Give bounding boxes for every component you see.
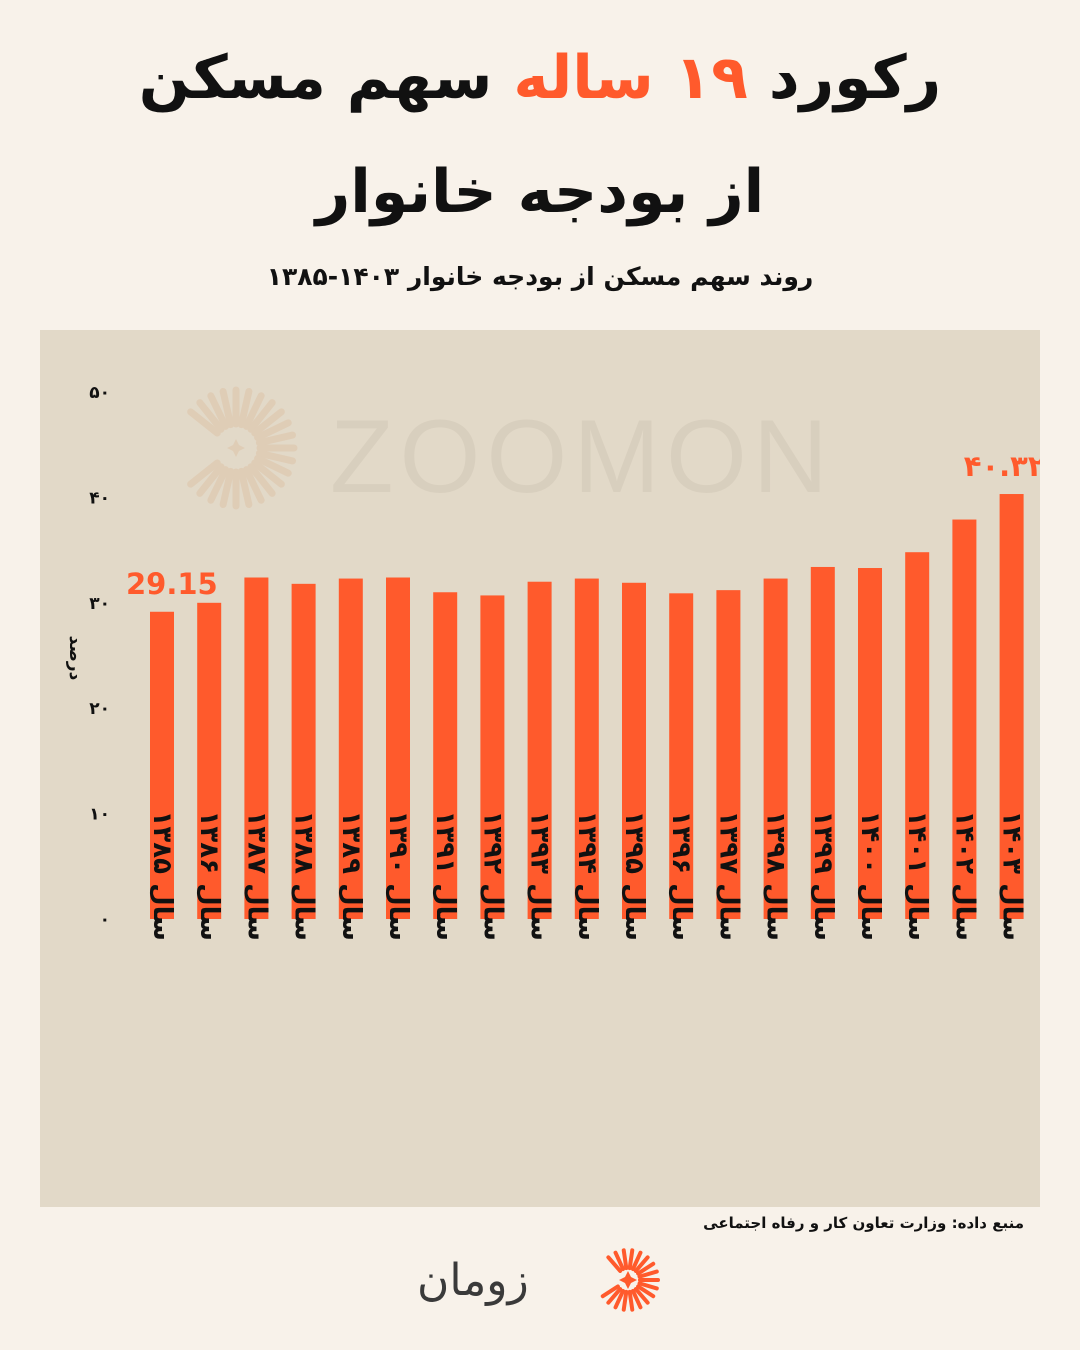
bar: [622, 582, 646, 919]
y-tick-label: ۰: [100, 910, 110, 930]
x-axis: سال ۱۳۸۵ سال ۱۳۸۶ سال ۱۳۸۷ سال ۱۳۸۸ سال ۱۳۸۹…: [147, 811, 1027, 941]
watermark: ZOOMON: [187, 386, 834, 515]
bar: [244, 577, 269, 919]
zoomon-logo: زومان: [417, 1248, 660, 1312]
bar: [197, 602, 222, 919]
title-part-2: سهم مسکن: [138, 43, 493, 113]
title-part-1: رکورد: [768, 43, 942, 113]
bar-chart: ZOOMON ۰ ۱۰ ۲۰ ۳۰ ۴۰ ۵۰ درصد 29.15 ۴۰.۳۲ سال ۱…: [65, 383, 1040, 941]
logo-sun-icon: [600, 1248, 660, 1312]
x-tick-label: سال ۱۴۰۲: [949, 811, 979, 941]
bar: [763, 578, 788, 919]
bar: [952, 519, 977, 919]
bars: [150, 494, 1024, 919]
bar: [858, 568, 882, 919]
bar: [810, 566, 835, 919]
x-tick-label: سال ۱۴۰۰: [855, 811, 885, 941]
y-tick-label: ۴۰: [89, 488, 110, 508]
bar: [150, 611, 174, 919]
chart-subtitle: روند سهم مسکن از بودجه خانوار ۱۴۰۳-۱۳۸۵: [266, 262, 814, 291]
bar: [527, 581, 552, 919]
source-note: منبع داده: وزارت تعاون کار و رفاه اجتماع…: [703, 1214, 1024, 1232]
x-tick-label: سال ۱۴۰۳: [997, 811, 1027, 941]
watermark-text: ZOOMON: [330, 399, 834, 515]
x-tick-label: سال ۱۳۹۳: [525, 811, 555, 941]
y-tick-label: ۲۰: [89, 699, 110, 719]
bar: [716, 590, 741, 919]
x-tick-label: سال ۱۳۸۶: [194, 811, 224, 941]
data-label: 29.15: [126, 567, 218, 601]
x-tick-label: سال ۱۳۸۵: [147, 811, 177, 941]
bar: [905, 552, 930, 919]
bar: [480, 595, 505, 919]
y-axis-label: درصد: [65, 636, 85, 681]
x-tick-label: سال ۱۳۸۷: [241, 811, 271, 941]
x-tick-label: سال ۱۳۹۴: [572, 811, 602, 941]
y-axis: ۰ ۱۰ ۲۰ ۳۰ ۴۰ ۵۰: [89, 383, 110, 930]
watermark-sun-icon: [187, 386, 298, 510]
x-tick-label: سال ۱۳۹۹: [808, 811, 838, 941]
bar: [433, 592, 458, 919]
logo-text: زومان: [417, 1255, 529, 1306]
y-tick-label: ۳۰: [89, 594, 110, 614]
x-tick-label: سال ۱۳۹۰: [383, 811, 413, 941]
bar: [291, 583, 316, 919]
bar: [669, 593, 694, 919]
x-tick-label: سال ۱۳۹۶: [666, 811, 696, 941]
x-tick-label: سال ۱۳۸۹: [336, 811, 366, 941]
chart-panel: ZOOMON ۰ ۱۰ ۲۰ ۳۰ ۴۰ ۵۰ درصد 29.15 ۴۰.۳۲ سال ۱…: [40, 330, 1040, 1207]
data-label: ۴۰.۳۲: [964, 449, 1040, 483]
x-tick-label: سال ۱۴۰۱: [902, 811, 932, 941]
bar: [338, 578, 363, 919]
bar: [386, 577, 410, 919]
x-tick-label: سال ۱۳۹۲: [477, 811, 507, 941]
chart-title-line-2: از بودجه خانوار: [315, 157, 765, 227]
x-tick-label: سال ۱۳۹۵: [619, 811, 649, 941]
x-tick-label: سال ۱۳۹۸: [761, 811, 791, 941]
y-tick-label: ۵۰: [89, 383, 110, 403]
data-labels: 29.15 ۴۰.۳۲: [126, 449, 1040, 601]
x-tick-label: سال ۱۳۸۸: [289, 811, 319, 941]
y-tick-label: ۱۰: [89, 805, 110, 825]
x-tick-label: سال ۱۳۹۱: [430, 811, 460, 941]
x-tick-label: سال ۱۳۹۷: [713, 811, 743, 941]
bar: [574, 578, 599, 919]
bar: [999, 494, 1024, 919]
chart-title-line-1: رکورد ۱۹ ساله سهم مسکن: [0, 48, 1080, 108]
title-accent: ۱۹ ساله: [513, 43, 748, 113]
